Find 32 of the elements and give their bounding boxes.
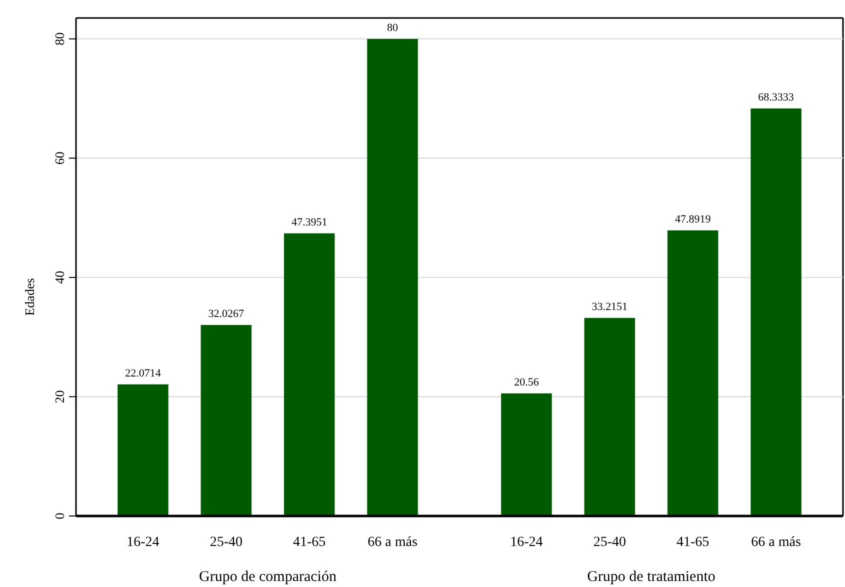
data-label: 32.0267 xyxy=(208,308,245,320)
y-tick-label: 40 xyxy=(52,270,67,284)
x-tick-label: 16-24 xyxy=(510,535,543,550)
x-tick-label: 25-40 xyxy=(210,535,242,550)
y-tick-label: 20 xyxy=(52,390,67,404)
y-tick-label: 60 xyxy=(52,152,67,165)
bar xyxy=(667,230,718,516)
bar xyxy=(367,38,418,516)
x-tick-label: 41-65 xyxy=(293,535,326,550)
y-tick-label: 80 xyxy=(52,32,67,46)
data-label: 80 xyxy=(387,22,399,34)
bar xyxy=(501,393,552,516)
x-tick-label: 66 a más xyxy=(368,535,418,550)
data-label: 22.0714 xyxy=(125,367,162,380)
bar xyxy=(200,324,252,516)
bar xyxy=(118,384,168,516)
y-tick-label: 0 xyxy=(52,512,67,520)
y-axis-title: Edades xyxy=(22,278,37,316)
data-label: 68.3333 xyxy=(758,91,794,104)
data-label: 47.8919 xyxy=(674,213,712,226)
x-tick-label: 66 a más xyxy=(751,535,801,550)
x-axis-title: Grupo de comparación xyxy=(199,569,337,585)
bar xyxy=(750,108,802,516)
x-tick-label: 25-40 xyxy=(593,535,626,550)
x-axis-title: Grupo de tratamiento xyxy=(587,569,716,585)
x-tick-label: 41-65 xyxy=(676,535,710,550)
data-label: 33.2151 xyxy=(592,300,628,313)
bar xyxy=(584,318,636,516)
x-tick-label: 16-24 xyxy=(126,535,160,550)
data-label: 47.3951 xyxy=(291,216,328,228)
data-label: 20.56 xyxy=(514,376,540,388)
bar xyxy=(284,233,335,516)
